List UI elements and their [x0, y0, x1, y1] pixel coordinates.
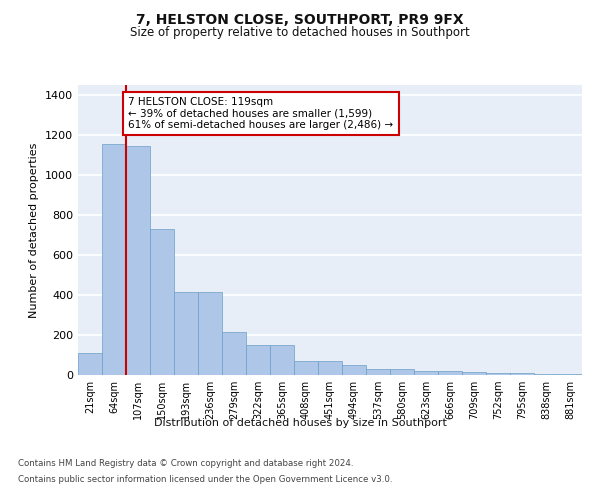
Bar: [390, 369, 414, 375]
Bar: [174, 292, 198, 375]
Text: Distribution of detached houses by size in Southport: Distribution of detached houses by size …: [154, 418, 446, 428]
Bar: [294, 360, 318, 375]
Bar: [486, 373, 510, 375]
Bar: [510, 374, 534, 375]
Bar: [366, 368, 390, 375]
Text: 7 HELSTON CLOSE: 119sqm
← 39% of detached houses are smaller (1,599)
61% of semi: 7 HELSTON CLOSE: 119sqm ← 39% of detache…: [128, 97, 394, 130]
Bar: [246, 345, 270, 375]
Bar: [558, 374, 582, 375]
Text: 7, HELSTON CLOSE, SOUTHPORT, PR9 9FX: 7, HELSTON CLOSE, SOUTHPORT, PR9 9FX: [136, 13, 464, 27]
Text: Contains HM Land Registry data © Crown copyright and database right 2024.: Contains HM Land Registry data © Crown c…: [18, 460, 353, 468]
Bar: [318, 361, 342, 375]
Bar: [198, 292, 222, 375]
Bar: [414, 372, 438, 375]
Bar: [534, 374, 558, 375]
Bar: [462, 372, 486, 375]
Bar: [222, 332, 246, 375]
Bar: [270, 346, 294, 375]
Bar: [102, 144, 126, 375]
Bar: [78, 353, 102, 375]
Bar: [342, 366, 366, 375]
Text: Size of property relative to detached houses in Southport: Size of property relative to detached ho…: [130, 26, 470, 39]
Bar: [126, 146, 150, 375]
Text: Contains public sector information licensed under the Open Government Licence v3: Contains public sector information licen…: [18, 476, 392, 484]
Bar: [438, 372, 462, 375]
Bar: [150, 229, 174, 375]
Y-axis label: Number of detached properties: Number of detached properties: [29, 142, 40, 318]
